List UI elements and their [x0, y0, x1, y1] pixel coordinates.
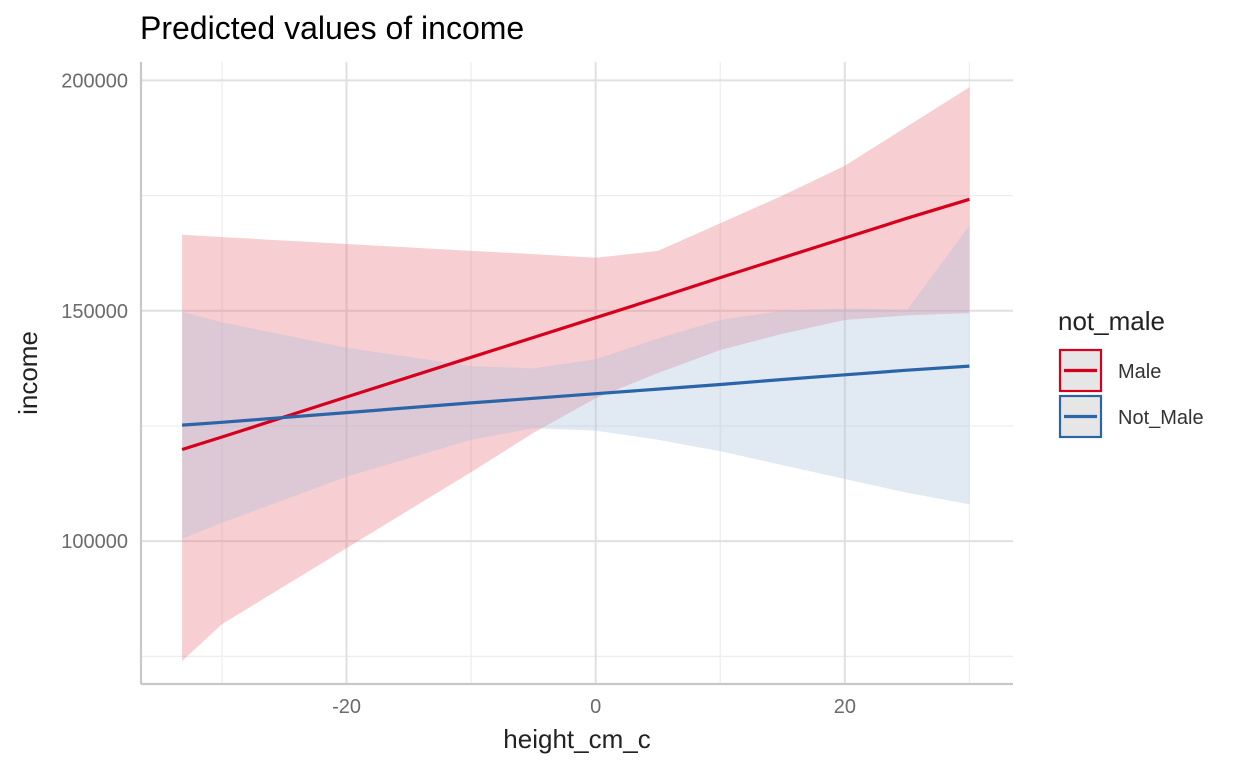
series-lines — [181, 197, 970, 452]
y-axis-title: income — [13, 331, 43, 415]
x-axis-title: height_cm_c — [503, 724, 650, 754]
series-line-not-male — [181, 364, 970, 427]
chart-title: Predicted values of income — [140, 10, 524, 46]
legend-label: Not_Male — [1118, 407, 1204, 429]
y-tick-label: 150000 — [61, 301, 128, 323]
grid — [141, 62, 1013, 684]
tick-labels: -20 0 20 100000 150000 200000 — [61, 70, 856, 718]
legend: not_male Male Not_Male — [1058, 306, 1204, 439]
series-line-male — [181, 197, 970, 452]
axes — [139, 62, 1013, 686]
legend-title: not_male — [1058, 306, 1165, 336]
confidence-band-not-male — [182, 225, 970, 539]
confidence-band-male — [182, 87, 970, 662]
x-tick-label: 20 — [834, 696, 856, 718]
x-tick-label: 0 — [590, 696, 601, 718]
y-tick-label: 100000 — [61, 531, 128, 553]
legend-label: Male — [1118, 361, 1161, 383]
confidence-bands — [182, 87, 970, 662]
y-tick-label: 200000 — [61, 70, 128, 92]
x-tick-label: -20 — [332, 696, 361, 718]
